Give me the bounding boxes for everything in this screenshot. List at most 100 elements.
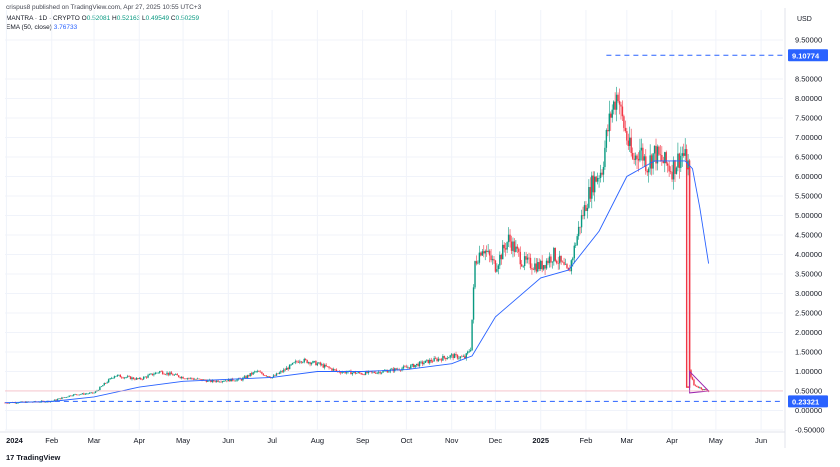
candle-body-446	[655, 145, 657, 164]
candle-body-123	[183, 378, 186, 380]
candle-body-389	[572, 258, 574, 261]
candle-body-83	[125, 377, 127, 378]
candle-body-254	[375, 372, 377, 374]
candle-body-76	[115, 376, 117, 377]
candle-body-196	[290, 364, 292, 366]
candle-body-102	[153, 374, 155, 376]
candle-body-460	[675, 167, 678, 174]
candle-body-299	[440, 359, 443, 361]
candle-body-262	[386, 370, 389, 373]
candle-body-444	[652, 153, 654, 169]
candle-body-170	[252, 372, 254, 375]
candle-body-432	[634, 155, 637, 160]
candle-body-36	[56, 399, 59, 401]
candle-body-273	[402, 366, 405, 369]
candle-body-34	[53, 399, 56, 401]
candle-body-69	[105, 383, 107, 384]
candle-body-197	[291, 362, 294, 365]
candle-body-459	[674, 160, 676, 174]
candle-body-441	[648, 168, 650, 173]
candle-body-47	[72, 394, 75, 396]
candle-body-463	[680, 155, 682, 168]
candle-body-108	[161, 371, 164, 374]
candle-body-179	[265, 375, 267, 377]
candle-body-59	[90, 392, 92, 394]
candle-body-307	[452, 354, 454, 359]
candle-body-474	[696, 385, 698, 387]
candle-body-333	[490, 255, 492, 261]
candle-body-60	[91, 392, 94, 394]
candle-body-382	[561, 261, 564, 263]
ohlc-c: C0.50259	[169, 15, 200, 22]
candle-body-325	[478, 252, 481, 263]
candle-body-144	[214, 381, 216, 382]
candle-body-452	[664, 152, 666, 164]
symbol-row: MANTRA · 1D · CRYPTO O0.52081 H0.52163 L…	[6, 15, 199, 22]
candle-body-177	[262, 373, 265, 376]
candle-body-55	[84, 393, 86, 395]
candle-body-424	[623, 116, 625, 128]
candle-body-367	[539, 260, 542, 270]
candle-body-141	[210, 379, 212, 382]
candle-body-121	[180, 376, 183, 378]
candle-body-294	[433, 358, 435, 362]
ohlc-o: O0.52081	[81, 15, 111, 22]
candle-body-431	[633, 158, 635, 160]
candle-body-94	[141, 379, 143, 380]
candle-body-426	[626, 131, 628, 141]
candle-body-139	[207, 380, 209, 382]
candle-body-338	[497, 265, 500, 270]
candle-body-387	[569, 270, 571, 272]
candle-body-286	[421, 361, 424, 365]
candle-body-298	[439, 358, 441, 360]
candle-body-227	[335, 369, 338, 371]
candle-body-313	[461, 356, 463, 358]
candle-body-324	[477, 262, 479, 264]
candle-body-45	[69, 395, 72, 397]
candle-body-414	[608, 113, 611, 132]
candle-body-101	[151, 373, 154, 376]
candle-body-259	[382, 370, 384, 373]
candle-body-384	[564, 264, 567, 265]
y-tick-label-1: 0.00000	[795, 406, 822, 415]
candle-body-480	[704, 389, 707, 390]
x-tick-label-0: 2024	[6, 436, 24, 445]
candle-body-54	[83, 393, 85, 395]
candle-body-439	[645, 156, 647, 171]
candle-body-451	[662, 161, 665, 164]
candle-body-240	[354, 371, 357, 374]
candle-body-297	[437, 358, 440, 361]
x-tick-label-6: Jul	[267, 436, 277, 445]
candle-body-64	[97, 390, 100, 391]
candle-body-99	[148, 374, 151, 376]
candle-body-268	[395, 368, 397, 370]
candle-body-310	[456, 354, 459, 359]
candle-body-330	[485, 250, 488, 252]
candle-body-165	[245, 376, 247, 378]
candle-body-215	[318, 362, 320, 364]
candle-body-230	[340, 372, 342, 374]
candle-body-202	[299, 361, 301, 363]
candle-body-355	[522, 266, 524, 267]
candle-body-371	[545, 260, 548, 269]
candle-body-152	[226, 380, 228, 382]
x-tick-label-15: Apr	[666, 436, 678, 445]
candle-body-455	[668, 165, 670, 172]
candle-body-354	[521, 264, 523, 267]
candle-body-300	[442, 356, 444, 361]
candle-body-402	[591, 175, 593, 199]
candle-body-417	[612, 101, 615, 110]
candle-body-200	[296, 361, 298, 362]
candle-body-74	[112, 377, 114, 379]
candle-body-128	[191, 377, 193, 379]
currency-label: USD	[797, 16, 812, 23]
candle-body-131	[195, 379, 197, 380]
candle-body-194	[287, 367, 289, 370]
candle-body-378	[556, 260, 558, 264]
candle-body-312	[459, 356, 462, 359]
candle-body-65	[99, 386, 101, 391]
candle-body-195	[288, 364, 291, 370]
candle-body-260	[383, 370, 386, 372]
candle-body-465	[683, 153, 685, 156]
